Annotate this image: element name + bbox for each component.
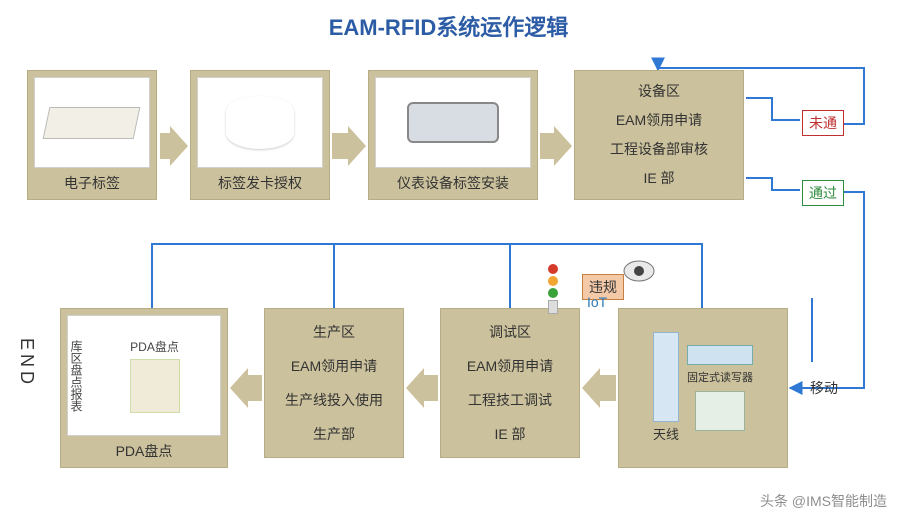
- signal-light-icon: [548, 264, 558, 314]
- text-line: 生产线投入使用: [285, 391, 383, 410]
- node-label: 标签发卡授权: [218, 174, 302, 193]
- pda-image: 库区盘点报表 PDA盘点: [67, 315, 221, 436]
- text-line: 工程技工调试: [468, 391, 552, 410]
- node-equipment-area: 设备区 EAM领用申请 工程设备部审核 IE 部: [574, 70, 744, 200]
- text-line: IE 部: [494, 425, 525, 444]
- arrow-icon: [160, 126, 188, 166]
- text-line: EAM领用申请: [616, 111, 702, 130]
- text-line: 调试区: [489, 323, 531, 342]
- reader-graphic: 固定式读写器: [687, 345, 753, 432]
- iot-label: IoT: [587, 294, 607, 310]
- diagram-canvas: END 电子标签 标签发卡授权 仪表设备标签安装 设备区 EAM领用申请 工程设…: [12, 48, 887, 508]
- node-pda-inventory: 库区盘点报表 PDA盘点 PDA盘点: [60, 308, 228, 468]
- camera-icon: [622, 258, 656, 288]
- instrument-image: [375, 77, 531, 168]
- node-label: 电子标签: [64, 174, 120, 193]
- badge-passed: 通过: [802, 180, 844, 206]
- text-line: 工程设备部审核: [610, 140, 708, 159]
- text-line: 生产部: [313, 425, 355, 444]
- arrow-icon: [582, 368, 616, 408]
- node-label: 仪表设备标签安装: [397, 174, 509, 193]
- card-issuance-image: [197, 77, 323, 168]
- watermark: 头条 @IMS智能制造: [760, 491, 887, 511]
- node-production-area: 生产区 EAM领用申请 生产线投入使用 生产部: [264, 308, 404, 458]
- electronic-tag-image: [34, 77, 150, 168]
- node-card-issuance: 标签发卡授权: [190, 70, 330, 200]
- node-tag-install: 仪表设备标签安装: [368, 70, 538, 200]
- move-label: 移动: [810, 378, 838, 398]
- antenna-graphic: 天线: [653, 332, 679, 444]
- arrow-icon: [540, 126, 572, 166]
- text-line: 生产区: [313, 323, 355, 342]
- arrow-icon: [406, 368, 438, 408]
- diagram-title: EAM-RFID系统运作逻辑: [0, 10, 897, 42]
- end-label: END: [16, 338, 37, 388]
- node-debug-area: 调试区 EAM领用申请 工程技工调试 IE 部: [440, 308, 580, 458]
- text-line: IE 部: [643, 169, 674, 188]
- node-rfid-reader: 天线 固定式读写器: [618, 308, 788, 468]
- arrow-icon: [332, 126, 366, 166]
- node-electronic-tag: 电子标签: [27, 70, 157, 200]
- text-line: 设备区: [638, 82, 680, 101]
- badge-not-passed: 未通: [802, 110, 844, 136]
- text-line: EAM领用申请: [291, 357, 377, 376]
- node-label: PDA盘点: [116, 442, 173, 461]
- text-line: EAM领用申请: [467, 357, 553, 376]
- arrow-icon: [230, 368, 262, 408]
